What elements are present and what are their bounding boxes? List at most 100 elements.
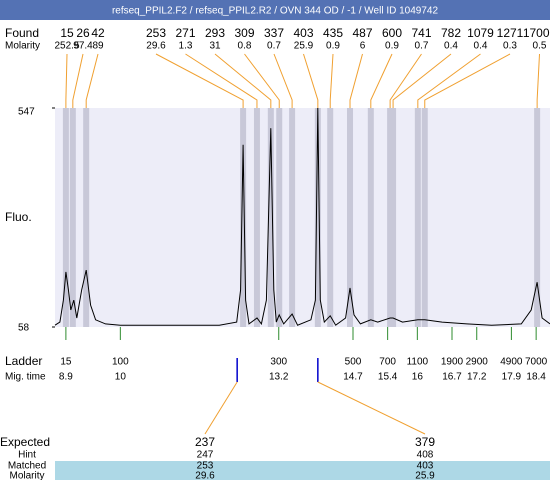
found-molarity: 0.9 xyxy=(385,41,399,52)
found-size: 782 xyxy=(441,26,461,40)
ladder-size: 2900 xyxy=(466,357,489,368)
found-size: 403 xyxy=(293,26,313,40)
mig-time-label: Mig. time xyxy=(5,372,46,383)
ladder-size: 1900 xyxy=(441,357,464,368)
ladder-size: 15 xyxy=(60,357,72,368)
trace xyxy=(54,107,550,326)
ladder-size: 700 xyxy=(379,357,396,368)
found-molarity: 0.5 xyxy=(533,41,547,52)
peak-connector xyxy=(370,53,393,108)
plot-area xyxy=(55,108,550,327)
peak-band xyxy=(414,108,421,327)
found-size: 1271 xyxy=(497,26,524,40)
matched-highlight xyxy=(55,461,550,480)
found-molarity: 1.3 xyxy=(179,41,193,52)
bands xyxy=(62,108,541,327)
ladder-time: 10 xyxy=(115,372,127,383)
peak-band xyxy=(534,108,541,327)
found-molarity: 0.8 xyxy=(238,41,252,52)
peak-band xyxy=(327,108,334,327)
found-molarity: 0.3 xyxy=(503,41,517,52)
peak-connector xyxy=(65,53,68,108)
molarity-label: Molarity xyxy=(5,41,40,52)
found-molarity: 0.4 xyxy=(474,41,488,52)
ladder-time: 8.9 xyxy=(59,372,73,383)
peak-band xyxy=(390,108,397,327)
expected-row-label: Expected xyxy=(0,435,50,449)
peak-connector xyxy=(244,53,280,108)
found-size: 42 xyxy=(91,26,105,40)
peak-band xyxy=(276,108,283,327)
expected-matched: 253 xyxy=(197,461,214,472)
ladder-time: 18.4 xyxy=(526,372,546,383)
peak-band xyxy=(421,108,428,327)
expected-expected: 379 xyxy=(415,435,435,449)
peak-band xyxy=(83,108,90,327)
peak-connector xyxy=(536,53,540,108)
ladder-time: 16.7 xyxy=(442,372,462,383)
found-size: 741 xyxy=(411,26,431,40)
found-molarity: 25.9 xyxy=(294,41,314,52)
found-molarity: 6 xyxy=(360,41,366,52)
expected-molarity: 29.6 xyxy=(195,471,215,480)
ladder-size: 300 xyxy=(270,357,287,368)
expected-hint: 247 xyxy=(197,450,214,461)
found-molarity: 0.7 xyxy=(415,41,429,52)
ladder-time: 13.2 xyxy=(269,372,289,383)
found-size: 15 xyxy=(60,26,74,40)
ladder-size: 100 xyxy=(112,357,129,368)
found-molarity: 252.5 xyxy=(54,41,79,52)
peak-band xyxy=(253,108,260,327)
peak-connector xyxy=(85,53,99,108)
ladder-size: 4900 xyxy=(500,357,523,368)
ladder-size: 500 xyxy=(345,357,362,368)
expected-row-label: Matched xyxy=(8,461,46,472)
expected-hint: 408 xyxy=(417,450,434,461)
peak-band xyxy=(267,108,274,327)
peak-band xyxy=(347,108,354,327)
y-label: Fluo. xyxy=(5,210,32,224)
ladder-time: 16 xyxy=(412,372,424,383)
peak-band xyxy=(314,108,321,327)
ladder-size: 1100 xyxy=(407,357,429,368)
found-size: 435 xyxy=(323,26,343,40)
peak-connector xyxy=(72,53,84,108)
peak-connector xyxy=(303,53,319,108)
title-bar xyxy=(0,0,550,20)
peak-band xyxy=(240,108,247,327)
found-molarity: 97.4 xyxy=(73,41,93,52)
ladder-size: 7000 xyxy=(525,357,548,368)
found-size: 487 xyxy=(352,26,372,40)
found-size: 309 xyxy=(234,26,254,40)
found-size: 1079 xyxy=(467,26,494,40)
found-molarity: 31 xyxy=(209,41,221,52)
peak-connector xyxy=(214,53,272,108)
found-size: 293 xyxy=(205,26,225,40)
expected-row-label: Molarity xyxy=(9,471,44,480)
expected-connector xyxy=(204,381,238,435)
peak-connector xyxy=(392,53,452,108)
expected-matched: 403 xyxy=(417,461,434,472)
found-molarity: 29.6 xyxy=(146,41,166,52)
peak-connector xyxy=(329,53,334,108)
ladder-time: 14.7 xyxy=(343,372,363,383)
peak-connector xyxy=(424,53,511,108)
ladder-time: 15.4 xyxy=(378,372,398,383)
found-molarity: 0.7 xyxy=(267,41,281,52)
found-size: 271 xyxy=(175,26,195,40)
found-label: Found xyxy=(5,26,39,40)
peak-connector xyxy=(155,53,244,108)
found-molarity: 89 xyxy=(92,41,104,52)
peak-band xyxy=(62,108,69,327)
peak-band xyxy=(69,108,76,327)
found-molarity: 0.4 xyxy=(444,41,458,52)
found-molarity: 0.9 xyxy=(326,41,340,52)
peak-connector xyxy=(389,53,422,108)
found-size: 26 xyxy=(76,26,90,40)
peak-connector xyxy=(273,53,293,108)
peak-band xyxy=(367,108,374,327)
peak-band xyxy=(289,108,296,327)
ladder-label: Ladder xyxy=(5,354,42,368)
